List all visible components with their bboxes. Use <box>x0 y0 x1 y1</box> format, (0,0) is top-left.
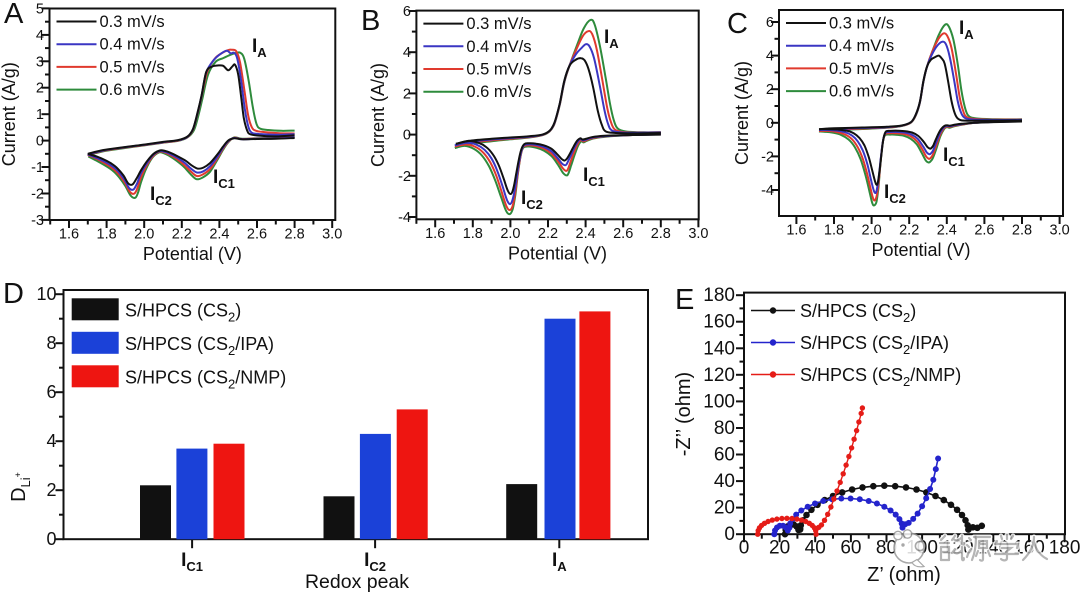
svg-text:-3: -3 <box>31 213 44 229</box>
svg-text:100: 100 <box>703 391 735 412</box>
svg-text:2.2: 2.2 <box>899 223 919 239</box>
svg-text:2.4: 2.4 <box>576 226 596 242</box>
svg-text:-4: -4 <box>761 183 774 199</box>
svg-text:1.6: 1.6 <box>786 223 806 239</box>
svg-text:0.5 mV/s: 0.5 mV/s <box>829 60 894 78</box>
svg-text:60: 60 <box>714 445 735 466</box>
svg-text:-Z’’ (ohm): -Z’’ (ohm) <box>673 372 695 456</box>
svg-text:4: 4 <box>766 49 774 65</box>
svg-text:3: 3 <box>36 54 44 70</box>
svg-text:1.6: 1.6 <box>59 227 79 243</box>
svg-text:140: 140 <box>703 338 735 359</box>
svg-text:-2: -2 <box>398 169 411 185</box>
svg-text:5: 5 <box>36 1 44 17</box>
svg-text:-1: -1 <box>31 160 44 176</box>
svg-text:0.5 mV/s: 0.5 mV/s <box>100 58 165 76</box>
svg-text:0.3 mV/s: 0.3 mV/s <box>100 13 165 31</box>
svg-text:-2: -2 <box>31 187 44 203</box>
svg-text:S/HPCS (CS2/IPA): S/HPCS (CS2/IPA) <box>125 334 274 358</box>
svg-text:0: 0 <box>766 116 774 132</box>
svg-text:160: 160 <box>703 312 735 333</box>
svg-text:0: 0 <box>46 529 56 549</box>
svg-text:C: C <box>727 8 748 40</box>
svg-text:2.8: 2.8 <box>285 227 305 243</box>
svg-text:20: 20 <box>769 538 790 559</box>
svg-text:3.0: 3.0 <box>322 227 342 243</box>
svg-text:0.4 mV/s: 0.4 mV/s <box>100 36 165 54</box>
svg-text:-4: -4 <box>398 210 411 226</box>
svg-text:2.0: 2.0 <box>500 226 520 242</box>
svg-text:2.2: 2.2 <box>538 226 558 242</box>
svg-text:Redox peak: Redox peak <box>305 571 409 593</box>
svg-text:2: 2 <box>36 81 44 97</box>
svg-text:40: 40 <box>805 538 826 559</box>
svg-text:40: 40 <box>714 471 735 492</box>
svg-text:180: 180 <box>1049 538 1080 559</box>
svg-text:4: 4 <box>36 28 44 44</box>
svg-text:Potential (V): Potential (V) <box>143 244 242 264</box>
svg-text:Z’ (ohm): Z’ (ohm) <box>867 564 941 586</box>
svg-text:0.4 mV/s: 0.4 mV/s <box>829 37 894 55</box>
svg-text:1.8: 1.8 <box>97 227 117 243</box>
svg-text:6: 6 <box>46 382 56 402</box>
svg-text:80: 80 <box>714 418 735 439</box>
svg-text:60: 60 <box>840 538 861 559</box>
svg-text:20: 20 <box>714 498 735 519</box>
svg-text:80: 80 <box>876 538 897 559</box>
svg-text:S/HPCS (CS2/NMP): S/HPCS (CS2/NMP) <box>125 367 286 391</box>
svg-text:DLi+: DLi+ <box>8 472 33 502</box>
svg-text:Current (A/g): Current (A/g) <box>732 61 752 165</box>
svg-text:3.0: 3.0 <box>1050 223 1070 239</box>
svg-text:0.3 mV/s: 0.3 mV/s <box>829 15 894 33</box>
svg-text:0.6 mV/s: 0.6 mV/s <box>466 83 531 101</box>
svg-text:2: 2 <box>403 86 411 102</box>
svg-text:6: 6 <box>766 15 774 31</box>
svg-text:0.5 mV/s: 0.5 mV/s <box>466 61 531 79</box>
svg-text:6: 6 <box>403 4 411 20</box>
svg-text:E: E <box>675 284 694 316</box>
svg-text:4: 4 <box>46 431 56 451</box>
svg-text:2.6: 2.6 <box>247 227 267 243</box>
svg-text:Current (A/g): Current (A/g) <box>368 63 388 167</box>
svg-text:0: 0 <box>739 538 750 559</box>
svg-text:2.0: 2.0 <box>134 227 154 243</box>
svg-text:2.4: 2.4 <box>209 227 229 243</box>
svg-text:0.6 mV/s: 0.6 mV/s <box>829 83 894 101</box>
svg-text:1.8: 1.8 <box>463 226 483 242</box>
svg-text:A: A <box>4 0 24 30</box>
svg-text:Current (A/g): Current (A/g) <box>0 62 19 166</box>
svg-text:2.6: 2.6 <box>974 223 994 239</box>
svg-text:-2: -2 <box>761 149 774 165</box>
svg-text:Potential (V): Potential (V) <box>871 240 970 260</box>
svg-text:1: 1 <box>36 107 44 123</box>
svg-text:Potential (V): Potential (V) <box>508 243 607 263</box>
svg-text:120: 120 <box>703 365 735 386</box>
svg-text:2: 2 <box>766 82 774 98</box>
svg-text:2.2: 2.2 <box>172 227 192 243</box>
svg-text:0: 0 <box>403 128 411 144</box>
svg-text:0: 0 <box>36 134 44 150</box>
svg-text:8: 8 <box>46 333 56 353</box>
svg-text:2: 2 <box>46 480 56 500</box>
svg-text:1.6: 1.6 <box>425 226 445 242</box>
svg-text:D: D <box>3 278 24 310</box>
svg-text:B: B <box>361 5 380 37</box>
svg-text:180: 180 <box>703 285 735 306</box>
svg-text:2.0: 2.0 <box>862 223 882 239</box>
svg-text:0.3 mV/s: 0.3 mV/s <box>466 15 531 33</box>
svg-text:2.6: 2.6 <box>613 226 633 242</box>
svg-text:4: 4 <box>403 45 411 61</box>
svg-text:10: 10 <box>36 284 56 304</box>
svg-text:2.8: 2.8 <box>651 226 671 242</box>
svg-text:S/HPCS (CS2): S/HPCS (CS2) <box>125 300 241 324</box>
svg-text:3.0: 3.0 <box>688 226 708 242</box>
svg-text:2.4: 2.4 <box>937 223 957 239</box>
svg-text:0.6 mV/s: 0.6 mV/s <box>100 81 165 99</box>
svg-text:0: 0 <box>724 524 735 545</box>
svg-text:0.4 mV/s: 0.4 mV/s <box>466 38 531 56</box>
svg-text:1.8: 1.8 <box>824 223 844 239</box>
svg-text:2.8: 2.8 <box>1012 223 1032 239</box>
